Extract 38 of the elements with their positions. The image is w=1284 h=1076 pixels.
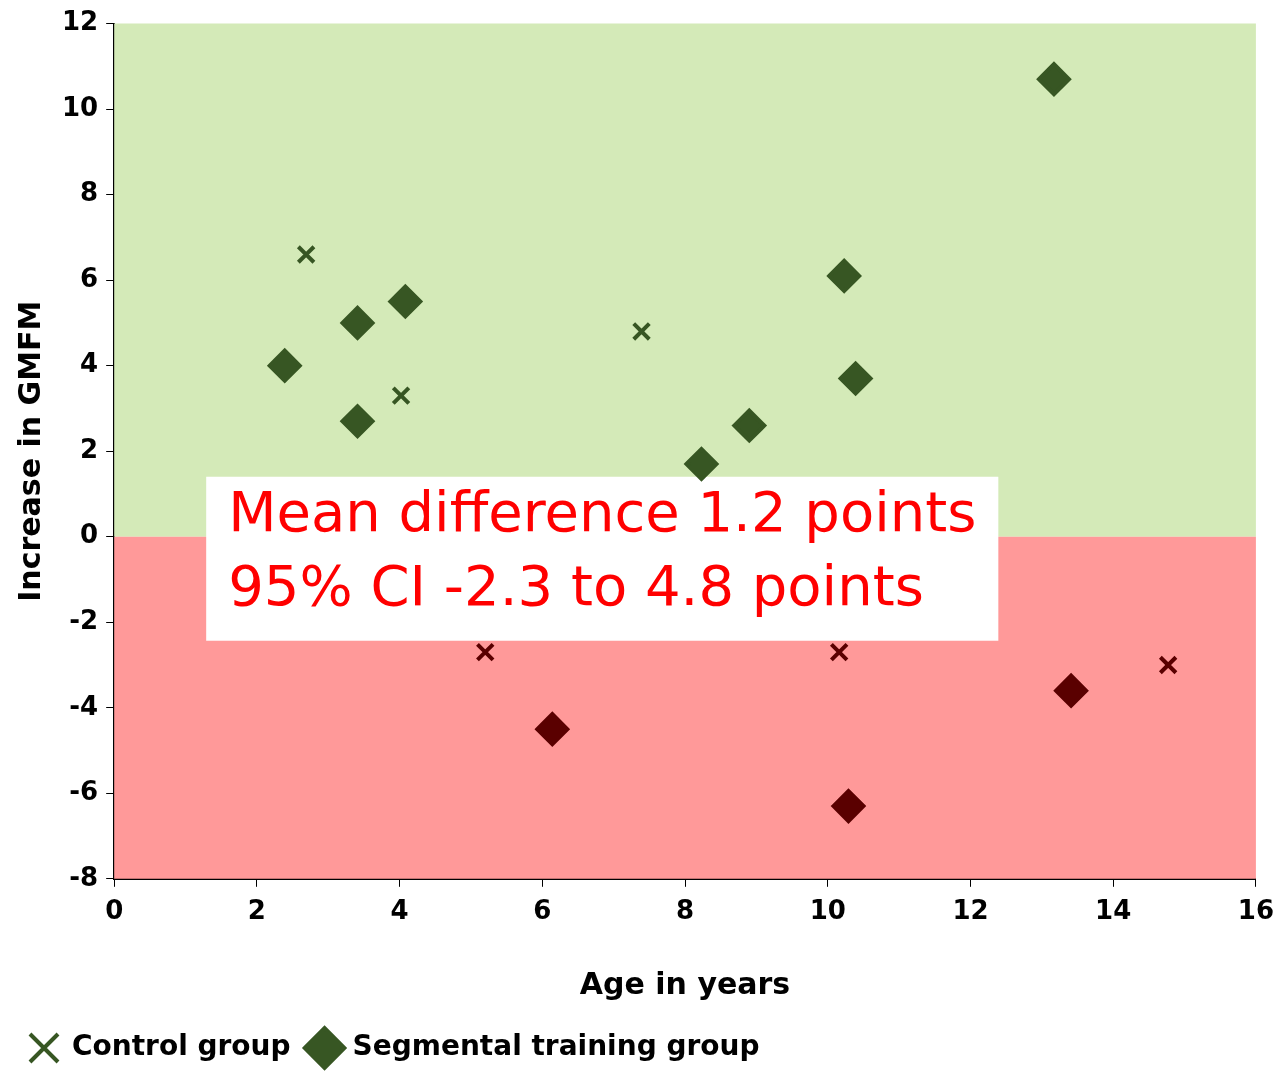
point xyxy=(340,305,375,340)
y-tick-label: 10 xyxy=(61,91,99,122)
point xyxy=(388,284,423,319)
point xyxy=(684,447,719,482)
y-tick-label: -8 xyxy=(69,861,99,892)
y-tick-label: 6 xyxy=(80,262,99,293)
y-tick-label: -6 xyxy=(69,776,99,807)
point xyxy=(267,348,302,383)
x-tick-label: 8 xyxy=(676,895,695,926)
x-tick-label: 14 xyxy=(1095,895,1132,926)
y-tick-label: -2 xyxy=(69,604,99,635)
annotation: 95% CI -2.3 to 4.8 points xyxy=(228,553,924,619)
point xyxy=(475,642,496,662)
point xyxy=(829,642,849,662)
x-axis-title: Age in years xyxy=(579,965,791,1001)
annotation: Mean difference 1.2 points xyxy=(228,479,977,545)
point xyxy=(838,361,873,396)
x-tick-label: 6 xyxy=(533,895,552,926)
point xyxy=(1158,655,1178,675)
point xyxy=(827,258,862,293)
y-tick-label: 8 xyxy=(80,177,99,208)
point xyxy=(1036,62,1071,97)
x-tick-label: 10 xyxy=(809,895,846,926)
x-tick-label: 2 xyxy=(247,895,266,926)
y-tick-label: 0 xyxy=(80,519,99,550)
x-tick-label: 12 xyxy=(952,895,989,926)
legend-label: Segmental training group xyxy=(352,1029,760,1063)
point xyxy=(340,404,375,439)
y-axis-title: Increase in GMFM xyxy=(11,300,47,602)
y-tick-label: 12 xyxy=(61,6,99,37)
y-tick-label: 2 xyxy=(80,433,99,464)
y-tick-label: -4 xyxy=(69,690,99,721)
x-tick-label: 4 xyxy=(390,895,409,926)
x-tick-label: 0 xyxy=(105,895,124,926)
x-tick-label: 16 xyxy=(1237,895,1274,926)
y-tick-label: 4 xyxy=(80,348,99,379)
point xyxy=(732,408,767,443)
legend-label: Control group xyxy=(72,1029,291,1063)
